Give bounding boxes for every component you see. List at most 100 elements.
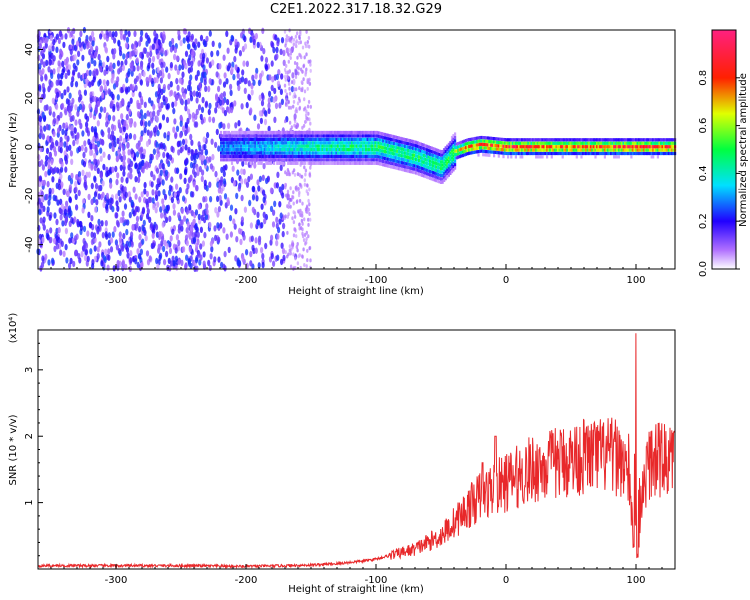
heatmap-signal-cell (486, 143, 489, 147)
heatmap-signal-cell (555, 138, 558, 142)
heatmap-signal-cell (402, 137, 405, 141)
heatmap-signal-cell (385, 157, 388, 161)
heatmap-noise-cell (279, 88, 283, 96)
heatmap-noise-cell (305, 29, 308, 34)
heatmap-signal-cell (323, 148, 326, 152)
heatmap-signal-cell (374, 161, 377, 165)
heatmap-signal-cell (234, 141, 237, 145)
heatmap-signal-cell (349, 144, 352, 148)
heatmap-signal-cell (277, 144, 280, 148)
heatmap-signal-cell (635, 138, 638, 142)
heatmap-noise-cell (154, 189, 158, 196)
heatmap-signal-cell (279, 158, 282, 162)
heatmap-noise-cell (232, 73, 236, 81)
heatmap-signal-cell (245, 134, 248, 138)
heatmap-noise-cell (172, 260, 176, 267)
heatmap-signal-cell (273, 137, 276, 141)
heatmap-signal-cell (287, 134, 290, 138)
heatmap-signal-cell (254, 130, 257, 135)
heatmap-signal-cell (327, 151, 330, 155)
heatmap-signal-cell (553, 141, 556, 145)
heatmap-signal-cell (255, 154, 259, 158)
heatmap-signal-cell (571, 141, 574, 145)
heatmap-noise-cell (251, 32, 255, 40)
heatmap-signal-cell (405, 145, 408, 149)
heatmap-signal-cell (343, 161, 346, 165)
heatmap-noise-cell (82, 43, 87, 50)
heatmap-signal-cell (333, 161, 337, 165)
heatmap-noise-cell (294, 119, 297, 124)
heatmap-signal-cell (603, 151, 606, 156)
heatmap-signal-cell (246, 134, 249, 138)
heatmap-noise-cell (121, 259, 125, 266)
heatmap-signal-cell (574, 145, 577, 149)
heatmap-signal-cell (653, 141, 656, 145)
heatmap-signal-cell (302, 158, 305, 162)
heatmap-noise-cell (211, 237, 215, 245)
heatmap-signal-cell (457, 152, 460, 156)
heatmap-signal-cell (664, 148, 667, 152)
heatmap-signal-cell (432, 174, 435, 178)
heatmap-signal-cell (316, 141, 319, 145)
heatmap-signal-cell (330, 144, 333, 148)
heatmap-noise-cell (162, 151, 166, 159)
heatmap-noise-cell (217, 206, 221, 213)
heatmap-signal-cell (282, 141, 285, 145)
heatmap-signal-cell (284, 151, 287, 155)
heatmap-signal-cell (457, 142, 460, 146)
heatmap-signal-cell (522, 138, 525, 142)
heatmap-signal-cell (221, 141, 224, 145)
heatmap-noise-cell (250, 89, 254, 96)
heatmap-signal-cell (323, 151, 326, 155)
heatmap-signal-cell (464, 139, 468, 143)
heatmap-signal-cell (394, 145, 397, 150)
heatmap-signal-cell (341, 158, 344, 162)
heatmap-noise-cell (178, 64, 182, 71)
heatmap-signal-cell (307, 154, 310, 158)
heatmap-signal-cell (241, 134, 244, 138)
heatmap-signal-cell (302, 161, 305, 165)
heatmap-signal-cell (418, 141, 421, 146)
heatmap-signal-cell (516, 148, 519, 152)
heatmap-noise-cell (223, 72, 227, 79)
heatmap-signal-cell (343, 134, 346, 138)
heatmap-noise-cell (297, 66, 300, 71)
heatmap-signal-cell (271, 141, 274, 145)
heatmap-signal-cell (380, 135, 383, 139)
heatmap-noise-cell (83, 181, 87, 188)
heatmap-signal-cell (265, 130, 268, 135)
heatmap-signal-cell (521, 148, 524, 152)
heatmap-noise-cell (59, 198, 63, 205)
heatmap-signal-cell (541, 155, 544, 159)
heatmap-signal-cell (296, 161, 299, 165)
heatmap-signal-cell (308, 148, 312, 152)
heatmap-signal-cell (472, 144, 475, 148)
heatmap-signal-cell (454, 146, 457, 150)
colorbar-tick-label: 0.4 (698, 165, 709, 181)
heatmap-signal-cell (407, 166, 410, 170)
heatmap-noise-cell (153, 77, 157, 84)
heatmap-signal-cell (279, 154, 282, 158)
heatmap-noise-cell (167, 83, 171, 91)
heatmap-noise-cell (99, 65, 103, 73)
heatmap-signal-cell (432, 147, 435, 151)
heatmap-signal-cell (544, 151, 547, 156)
heatmap-signal-cell (521, 141, 524, 145)
heatmap-signal-cell (616, 151, 619, 156)
heatmap-signal-cell (273, 161, 276, 165)
heatmap-noise-cell (267, 107, 271, 115)
heatmap-signal-cell (285, 148, 288, 152)
heatmap-signal-cell (265, 151, 268, 155)
heatmap-signal-cell (271, 154, 274, 158)
heatmap-signal-cell (474, 147, 477, 151)
heatmap-signal-cell (405, 152, 408, 156)
heatmap-signal-cell (243, 144, 246, 148)
heatmap-signal-cell (493, 143, 496, 148)
heatmap-signal-cell (226, 158, 229, 162)
heatmap-noise-cell (247, 175, 251, 183)
heatmap-signal-cell (383, 163, 386, 167)
heatmap-signal-cell (424, 151, 427, 155)
heatmap-noise-cell (111, 73, 115, 81)
heatmap-signal-cell (521, 151, 524, 156)
heatmap-noise-cell (117, 248, 121, 255)
